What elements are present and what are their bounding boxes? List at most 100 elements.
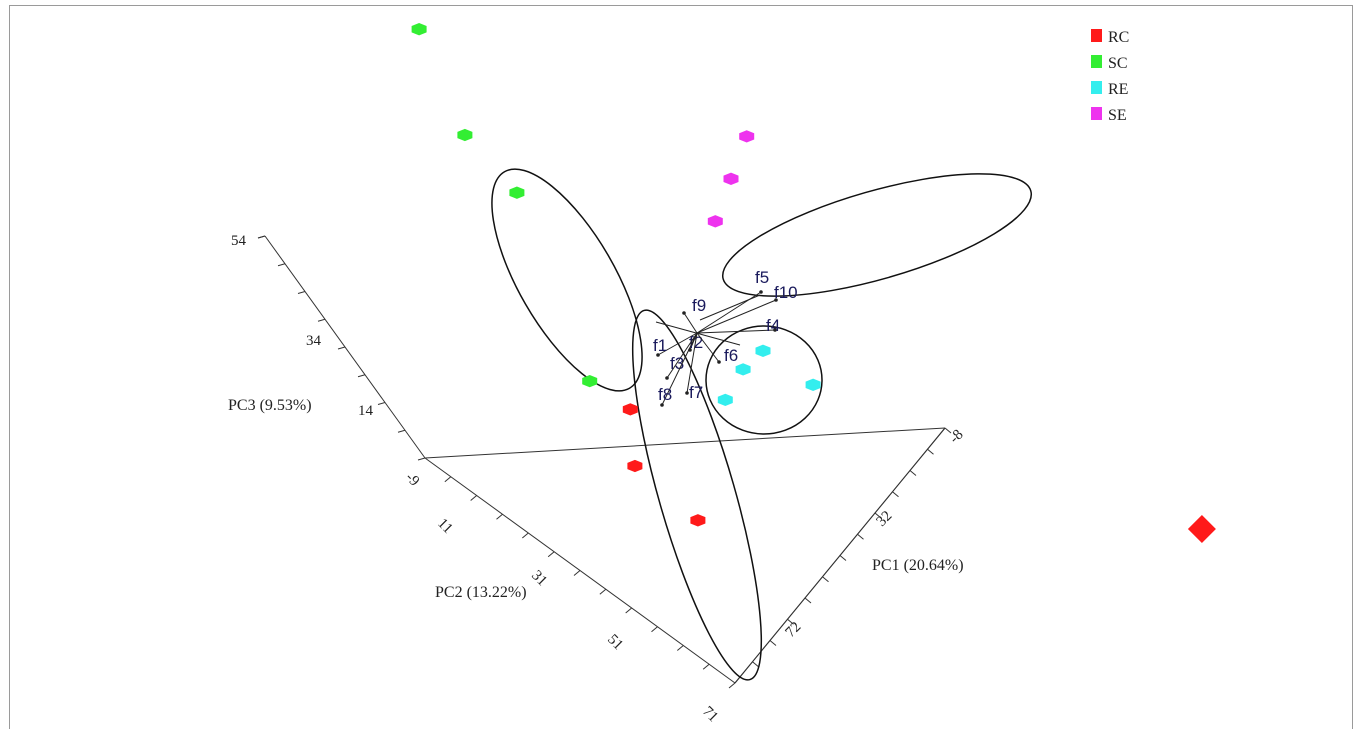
pc2-tick-label: 51 <box>604 632 626 654</box>
pc2-tick <box>547 551 555 558</box>
pc2-tick <box>470 495 477 501</box>
pc3-tick-label: 54 <box>231 233 247 249</box>
f8-vector <box>661 332 698 406</box>
re-point <box>717 393 733 407</box>
pc1-tick <box>787 618 794 625</box>
rc-point <box>627 459 643 473</box>
pc2-tick-label: 31 <box>528 568 550 590</box>
pc3-tick <box>297 291 306 294</box>
f7-vector <box>686 332 698 394</box>
f1-vector-head <box>656 353 660 357</box>
pc1-tick <box>874 512 882 519</box>
re-point <box>755 344 771 357</box>
sc-cluster-ellipse <box>491 168 643 392</box>
f3-vector-head <box>665 376 669 380</box>
rc-point <box>690 514 706 527</box>
f9-vector-label: f9 <box>692 296 706 315</box>
f10-vector <box>696 299 777 334</box>
f8-vector-head <box>660 403 664 407</box>
pc1-tick <box>822 576 829 583</box>
pc3-tick <box>277 263 286 267</box>
pc2-axis-title: PC2 (13.22%) <box>435 584 527 601</box>
pc1-axis-title: PC1 (20.64%) <box>872 557 964 574</box>
pc3-tick-label: 14 <box>358 403 374 419</box>
f5-vector-head <box>759 290 763 294</box>
legend-swatch-sc <box>1091 55 1102 68</box>
f4-vector <box>696 329 776 334</box>
f1-vector-label: f1 <box>653 336 667 355</box>
pc2-tick-label: 11 <box>434 516 456 538</box>
pc2-tick-label: -9 <box>402 470 422 490</box>
pc3-tick <box>317 318 326 322</box>
chart-frame <box>9 5 1353 729</box>
sc-point <box>582 374 598 388</box>
legend: RC SC RE SE <box>1091 29 1129 124</box>
pc3-axis-title: PC3 (9.53%) <box>228 397 312 414</box>
pc1-tick <box>752 661 759 668</box>
f5-vector-label: f5 <box>755 268 769 287</box>
legend-swatch-se <box>1091 107 1102 120</box>
data-points <box>411 23 1216 543</box>
rc-cluster-ellipse <box>631 309 763 681</box>
pc2-tick <box>496 513 503 520</box>
f10-vector-head <box>774 298 778 302</box>
f3-vector-label: f3 <box>670 354 684 373</box>
pc1-tick <box>804 597 812 604</box>
pc2-tick <box>728 682 736 689</box>
legend-swatch-rc <box>1091 29 1102 42</box>
pc2-tick <box>702 663 710 670</box>
se-cluster-ellipse <box>721 173 1033 297</box>
rc-point <box>622 403 638 416</box>
pc3-tick <box>377 402 386 405</box>
pc1-tick <box>909 470 917 476</box>
pc1-tick <box>769 640 777 646</box>
axes <box>257 235 952 689</box>
vector-spread-line <box>699 294 761 321</box>
pc1-tick <box>927 448 934 455</box>
se-point <box>739 130 755 143</box>
pc1-axis-line-back <box>424 427 946 459</box>
pc1-tick <box>944 427 952 434</box>
f6-vector-label: f6 <box>724 346 738 365</box>
legend-label-se: SE <box>1108 107 1127 124</box>
loading-vectors: f1 f2 f3 f4 f5 f6 f7 f8 f9 f10 <box>653 268 798 407</box>
re-point <box>735 363 751 376</box>
se-point <box>723 172 739 185</box>
pc2-tick <box>625 607 632 614</box>
pc1-tick-label: 72 <box>783 619 805 641</box>
cluster-ellipses <box>491 168 1033 681</box>
pc2-tick <box>677 645 684 651</box>
re-point <box>805 378 821 391</box>
f4-vector-head <box>773 328 777 332</box>
pc2-tick <box>573 570 581 576</box>
f3-vector <box>666 332 698 379</box>
f9-vector <box>683 312 698 334</box>
legend-swatch-re <box>1091 81 1102 94</box>
pc1-tick <box>839 555 847 561</box>
pc1-tick <box>892 491 899 498</box>
sc-point <box>509 186 525 199</box>
pc1-tick <box>857 533 864 540</box>
f7-vector-head <box>685 391 689 395</box>
pc3-tick <box>257 235 266 239</box>
pc3-tick <box>417 457 426 461</box>
pc2-tick-label: 71 <box>699 704 721 726</box>
pc2-tick <box>444 476 452 483</box>
pc2-tick <box>651 626 658 633</box>
pc3-tick-label: 34 <box>306 333 322 349</box>
rc-point <box>1187 514 1216 543</box>
f6-vector <box>696 332 720 363</box>
f8-vector-label: f8 <box>658 385 672 404</box>
legend-label-re: RE <box>1108 81 1128 98</box>
pc3-tick <box>337 346 346 350</box>
f10-vector-label: f10 <box>774 283 798 302</box>
f1-vector <box>657 332 698 356</box>
legend-label-rc: RC <box>1108 29 1129 46</box>
pc3-tick <box>357 374 366 378</box>
f6-vector-head <box>717 360 721 364</box>
se-point <box>707 215 723 228</box>
vector-spread-line <box>655 321 741 346</box>
f7-vector-label: f7 <box>689 383 703 402</box>
